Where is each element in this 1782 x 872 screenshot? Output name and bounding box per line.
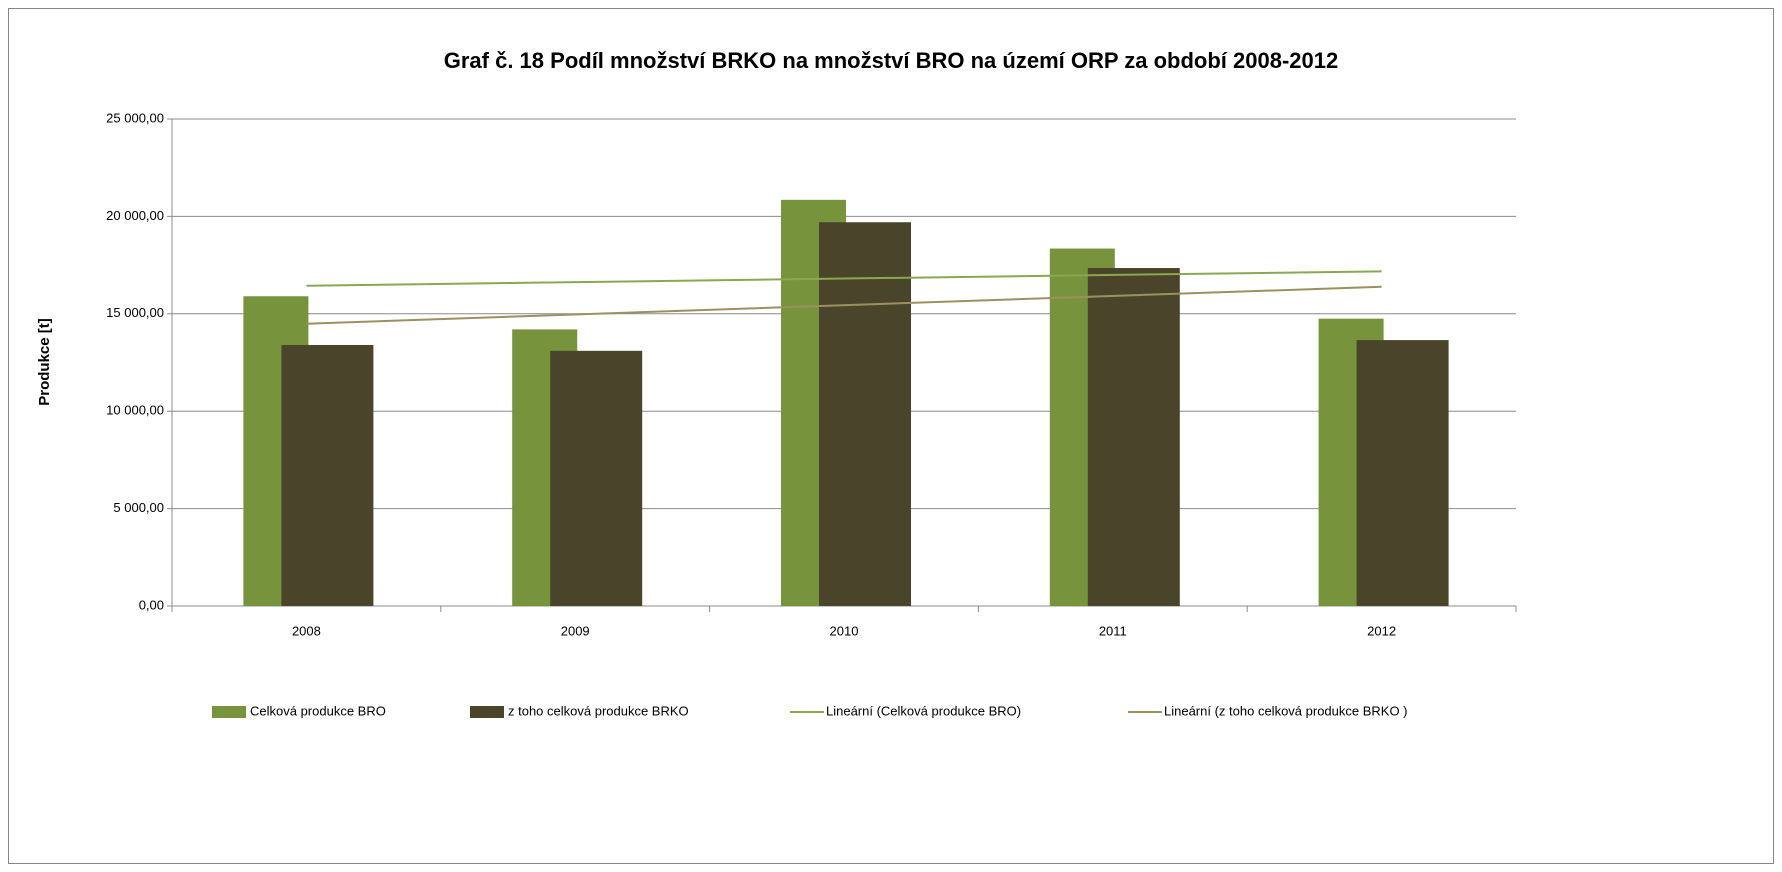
y-tick-label: 0,00 <box>139 597 164 612</box>
bar <box>550 350 643 606</box>
legend-label: Celková produkce BRO <box>250 703 386 718</box>
bar <box>819 222 911 606</box>
x-tick-label: 2011 <box>1099 623 1127 638</box>
legend-swatch <box>470 706 504 718</box>
bar <box>1356 340 1449 606</box>
y-tick-label: 20 000,00 <box>106 208 164 223</box>
trend-line <box>306 285 1382 325</box>
bar <box>1087 268 1180 606</box>
y-tick-label: 15 000,00 <box>106 305 164 320</box>
x-tick-label: 2012 <box>1367 623 1396 638</box>
legend-label: Lineární (z toho celková produkce BRKO ) <box>1164 703 1408 718</box>
x-tick-label: 2008 <box>292 623 321 638</box>
x-tick-label: 2010 <box>830 623 859 638</box>
y-tick-label: 5 000,00 <box>113 500 164 515</box>
trend-line <box>306 270 1382 287</box>
bar <box>281 344 374 606</box>
chart-title: Graf č. 18 Podíl množství BRKO na množst… <box>444 48 1338 73</box>
legend-label: Lineární (Celková produkce BRO) <box>826 703 1021 718</box>
x-tick-label: 2009 <box>561 623 590 638</box>
legend-label: z toho celková produkce BRKO <box>508 703 689 718</box>
legend-swatch <box>212 706 246 718</box>
y-tick-label: 10 000,00 <box>106 403 164 418</box>
y-tick-label: 25 000,00 <box>106 110 164 125</box>
y-axis-title: Produkce [t] <box>36 318 53 406</box>
